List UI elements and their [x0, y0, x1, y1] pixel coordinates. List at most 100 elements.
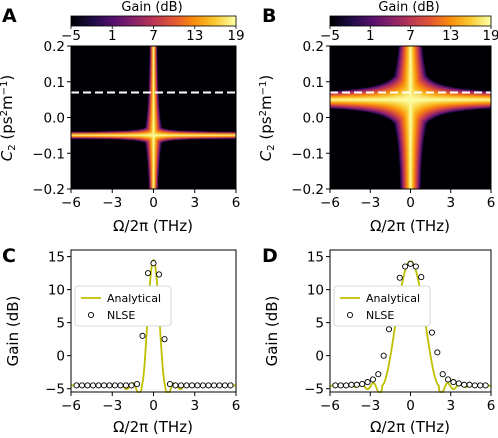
colorbar-segment: [101, 16, 105, 26]
colorbar-segment: [205, 16, 210, 26]
nlse-point: [73, 382, 80, 389]
panel-a-heatmap: Gain (dB) −5 1 7 13 19 −6 −3 0 3 60.20.10.0−0.1−…: [0, 0, 245, 235]
colorbar-segment: [402, 16, 406, 26]
x-tick-label: 0: [406, 398, 415, 414]
x-tick-label: −3: [102, 195, 122, 211]
nlse-point: [353, 381, 360, 388]
plot-area-c: [70, 258, 237, 393]
nlse-point: [166, 381, 174, 388]
colorbar-segment: [367, 16, 371, 26]
colorbar-segment: [93, 16, 97, 26]
nlse-point: [385, 326, 393, 333]
nlse-point: [439, 371, 446, 378]
colorbar-segment: [474, 16, 479, 26]
legend-nlse-swatch: [87, 311, 95, 319]
nlse-point: [375, 371, 382, 378]
colorbar-segment: [216, 16, 221, 26]
y-tick-label: 0: [315, 349, 324, 365]
colorbar-segment: [405, 16, 409, 26]
colorbar-segment: [343, 16, 347, 26]
colorbar-segment: [153, 16, 157, 26]
colorbar-segment: [477, 16, 481, 26]
colorbar-segment: [186, 16, 190, 26]
colorbar-segment: [175, 16, 179, 26]
panel-label-b: B: [262, 5, 276, 27]
colorbar-segment: [170, 16, 174, 26]
analytical-line: [329, 260, 492, 393]
colorbar-segment: [480, 16, 484, 26]
colorbar-segment: [453, 16, 457, 26]
colorbar-segment: [348, 16, 353, 26]
x-axis-label-d: Ω/2π (THz): [370, 418, 450, 436]
colorbar-segment: [423, 16, 428, 26]
y-tick-label: 0.2: [44, 39, 65, 55]
axis-ticks-d: −6 −3 0 3 6 15 10 5 0 −5: [304, 250, 495, 414]
colorbar-segment: [214, 16, 218, 26]
y-tick-label: 0.0: [303, 111, 324, 127]
colorbar-segment: [418, 16, 422, 26]
colorbar-segment: [145, 16, 149, 26]
x-tick-label: −6: [61, 398, 81, 414]
panel-b-heatmap: Gain (dB) −5 1 7 13 19 −6 −3 0 3 60.20.10.0−0.1−…: [257, 0, 498, 235]
nlse-point: [359, 381, 366, 388]
colorbar-segment: [134, 16, 138, 26]
colorbar-segment: [82, 16, 86, 26]
nlse-point: [144, 270, 152, 277]
colorbar-segment: [461, 16, 465, 26]
colorbar-title-a: Gain (dB): [121, 0, 182, 15]
colorbar-segment: [178, 16, 182, 26]
colorbar-segment: [183, 16, 188, 26]
x-tick-label: −6: [61, 195, 81, 211]
nlse-point: [455, 380, 462, 387]
colorbar-segment: [370, 16, 374, 26]
y-axis-label-b: C2 (ps2m−1): [257, 75, 277, 161]
colorbar-segment: [200, 16, 204, 26]
colorbar-tick-label: −5: [61, 28, 81, 44]
colorbar-segment: [332, 16, 336, 26]
nlse-point: [117, 382, 124, 389]
y-tick-label: 10: [48, 283, 65, 299]
legend-nlse-swatch: [346, 311, 354, 319]
colorbar-segment: [84, 16, 89, 26]
panel-label-d: D: [262, 245, 278, 267]
colorbar-segment: [488, 16, 492, 26]
nlse-point: [343, 382, 350, 389]
x-tick-label: −6: [320, 195, 340, 211]
colorbar-segment: [181, 16, 185, 26]
colorbar-segment: [450, 16, 455, 26]
nlse-point: [95, 382, 102, 389]
nlse-point: [428, 329, 436, 336]
colorbar-segment: [73, 16, 78, 26]
colorbar-segment: [375, 16, 379, 26]
colorbar-segment: [338, 16, 342, 26]
colorbar-segment: [90, 16, 94, 26]
colorbar-segment: [126, 16, 130, 26]
colorbar-segment: [167, 16, 171, 26]
nlse-point: [412, 263, 419, 270]
y-tick-label: 5: [315, 316, 324, 332]
nlse-point: [337, 382, 344, 389]
nlse-point: [216, 382, 223, 389]
nlse-point: [450, 379, 457, 386]
y-tick-label: −0.2: [32, 182, 65, 198]
colorbar-segment: [219, 16, 223, 26]
nlse-point: [155, 271, 163, 278]
colorbar-segment: [407, 16, 412, 26]
y-tick-label: 0.0: [44, 111, 65, 127]
nlse-point: [482, 382, 489, 389]
legend-analytical-label: Analytical: [366, 292, 420, 305]
y-tick-label: 0: [56, 349, 65, 365]
colorbar-segment: [98, 16, 102, 26]
colorbar-segment: [230, 16, 234, 26]
x-tick-label: 3: [446, 398, 455, 414]
colorbar-segment: [208, 16, 212, 26]
colorbar-segment: [362, 16, 366, 26]
nlse-point: [445, 376, 452, 383]
legend-c: Analytical NLSE: [74, 285, 172, 327]
colorbar-segment: [123, 16, 127, 26]
colorbar-segment: [71, 16, 75, 26]
colorbar-segment: [359, 16, 363, 26]
colorbar-segment: [330, 16, 334, 26]
colorbar-segment: [378, 16, 382, 26]
